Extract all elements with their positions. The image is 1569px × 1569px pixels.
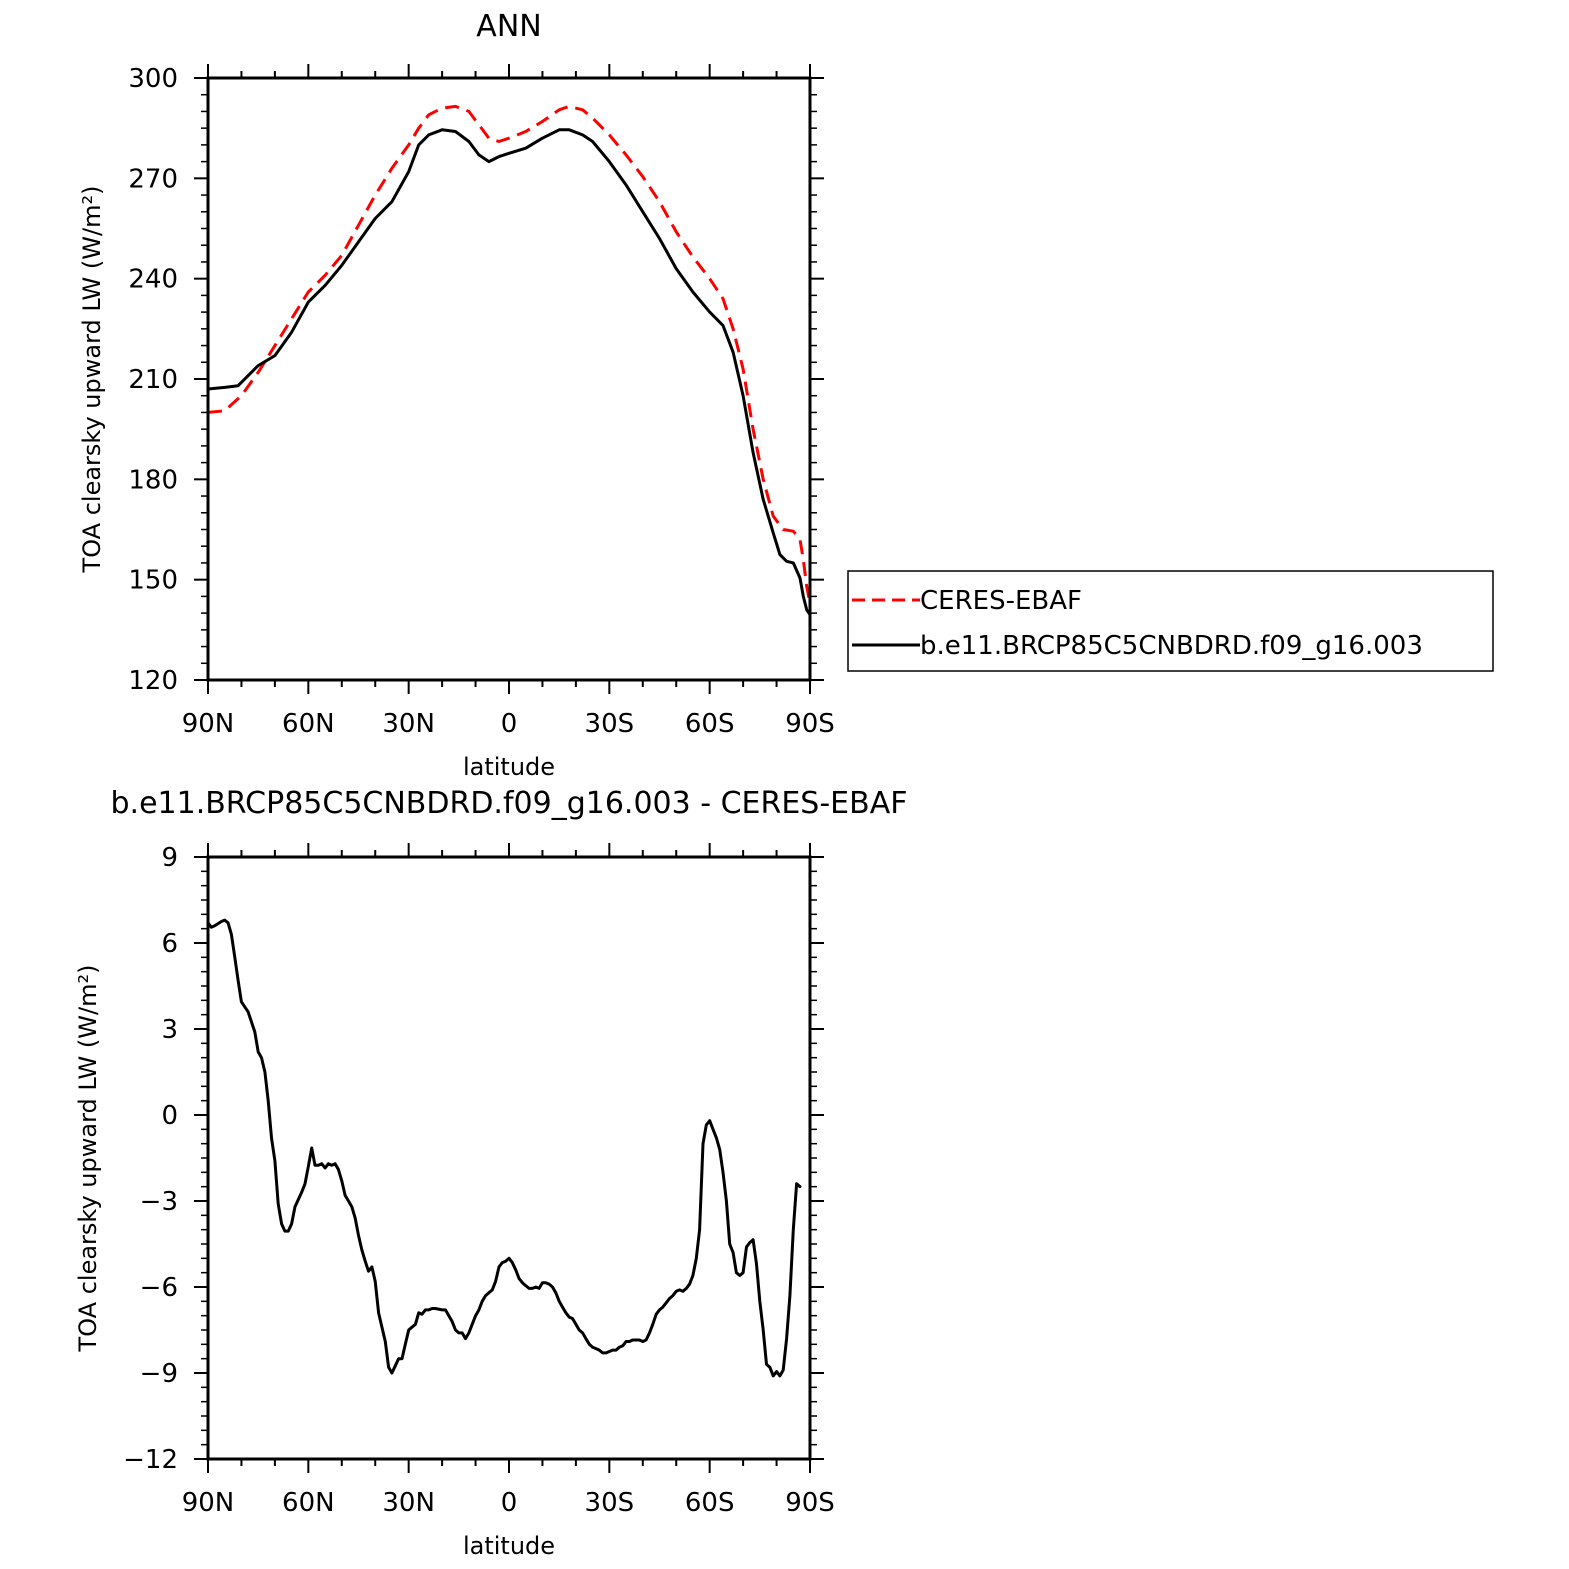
x-tick-label: 90N [182,1488,235,1518]
top-x-axis-label: latitude [463,753,555,781]
bottom-plot-frame [206,855,812,1461]
x-tick-label: 60N [282,709,335,739]
x-tick-label: 90S [785,1488,835,1518]
top-panel-title: ANN [476,9,541,44]
legend-box [847,570,1494,672]
y-tick-label: 3 [161,1015,178,1045]
top-panel-tick-labels: 120 150 180 210 240 270 300 90N 60N 30N 0 30S 60S 90S [128,64,834,739]
y-tick-label: −6 [140,1273,178,1303]
x-tick-label: 60S [685,1488,735,1518]
y-tick-label: 180 [128,465,178,495]
top-panel-series [206,104,812,617]
series-line-0-1 [206,128,812,617]
y-tick-label: 6 [161,929,178,959]
bottom-panel-tick-labels: −12 −9 −6 −3 0 3 6 9 90N 60N 30N 0 30S 60S 90S [123,843,835,1518]
legend-label-ceres-ebaf: CERES-EBAF [920,586,1082,616]
top-panel-ticks [194,64,824,694]
bottom-panel: b.e11.BRCP85C5CNBDRD.f09_g16.003 - CERES… [74,786,908,1560]
x-tick-label: 60S [685,709,735,739]
bottom-panel-ticks [194,843,824,1473]
y-tick-label: −9 [140,1359,178,1389]
bottom-panel-series [206,918,802,1378]
x-tick-label: 90N [182,709,235,739]
bottom-x-axis-label: latitude [463,1532,555,1560]
y-tick-label: 270 [128,164,178,194]
legend: CERES-EBAF b.e11.BRCP85C5CNBDRD.f09_g16.… [847,570,1494,672]
top-y-axis-label: TOA clearsky upward LW (W/m²) [78,186,106,574]
y-tick-label: 210 [128,365,178,395]
x-tick-label: 30N [382,709,435,739]
series-line-0-0 [207,104,812,604]
y-tick-label: 150 [128,566,178,596]
top-plot-frame [206,76,812,682]
bottom-y-axis-label: TOA clearsky upward LW (W/m²) [74,965,102,1353]
x-tick-label: 0 [501,1488,518,1518]
y-tick-label: 0 [161,1101,178,1131]
legend-label-model: b.e11.BRCP85C5CNBDRD.f09_g16.003 [920,631,1423,661]
bottom-panel-title: b.e11.BRCP85C5CNBDRD.f09_g16.003 - CERES… [110,786,907,821]
series-line-1-0 [206,918,802,1378]
x-tick-label: 0 [501,709,518,739]
y-tick-label: 120 [128,666,178,696]
y-tick-label: −12 [123,1445,178,1475]
x-tick-label: 60N [282,1488,335,1518]
x-tick-label: 30S [585,709,635,739]
x-tick-label: 30S [585,1488,635,1518]
x-tick-label: 30N [382,1488,435,1518]
y-tick-label: 240 [128,265,178,295]
y-tick-label: 300 [128,64,178,94]
y-tick-label: 9 [161,843,178,873]
top-panel: ANN 120 150 180 210 240 270 300 90N 60N 30N 0 30S 60… [78,9,835,781]
x-tick-label: 90S [785,709,835,739]
y-tick-label: −3 [140,1187,178,1217]
